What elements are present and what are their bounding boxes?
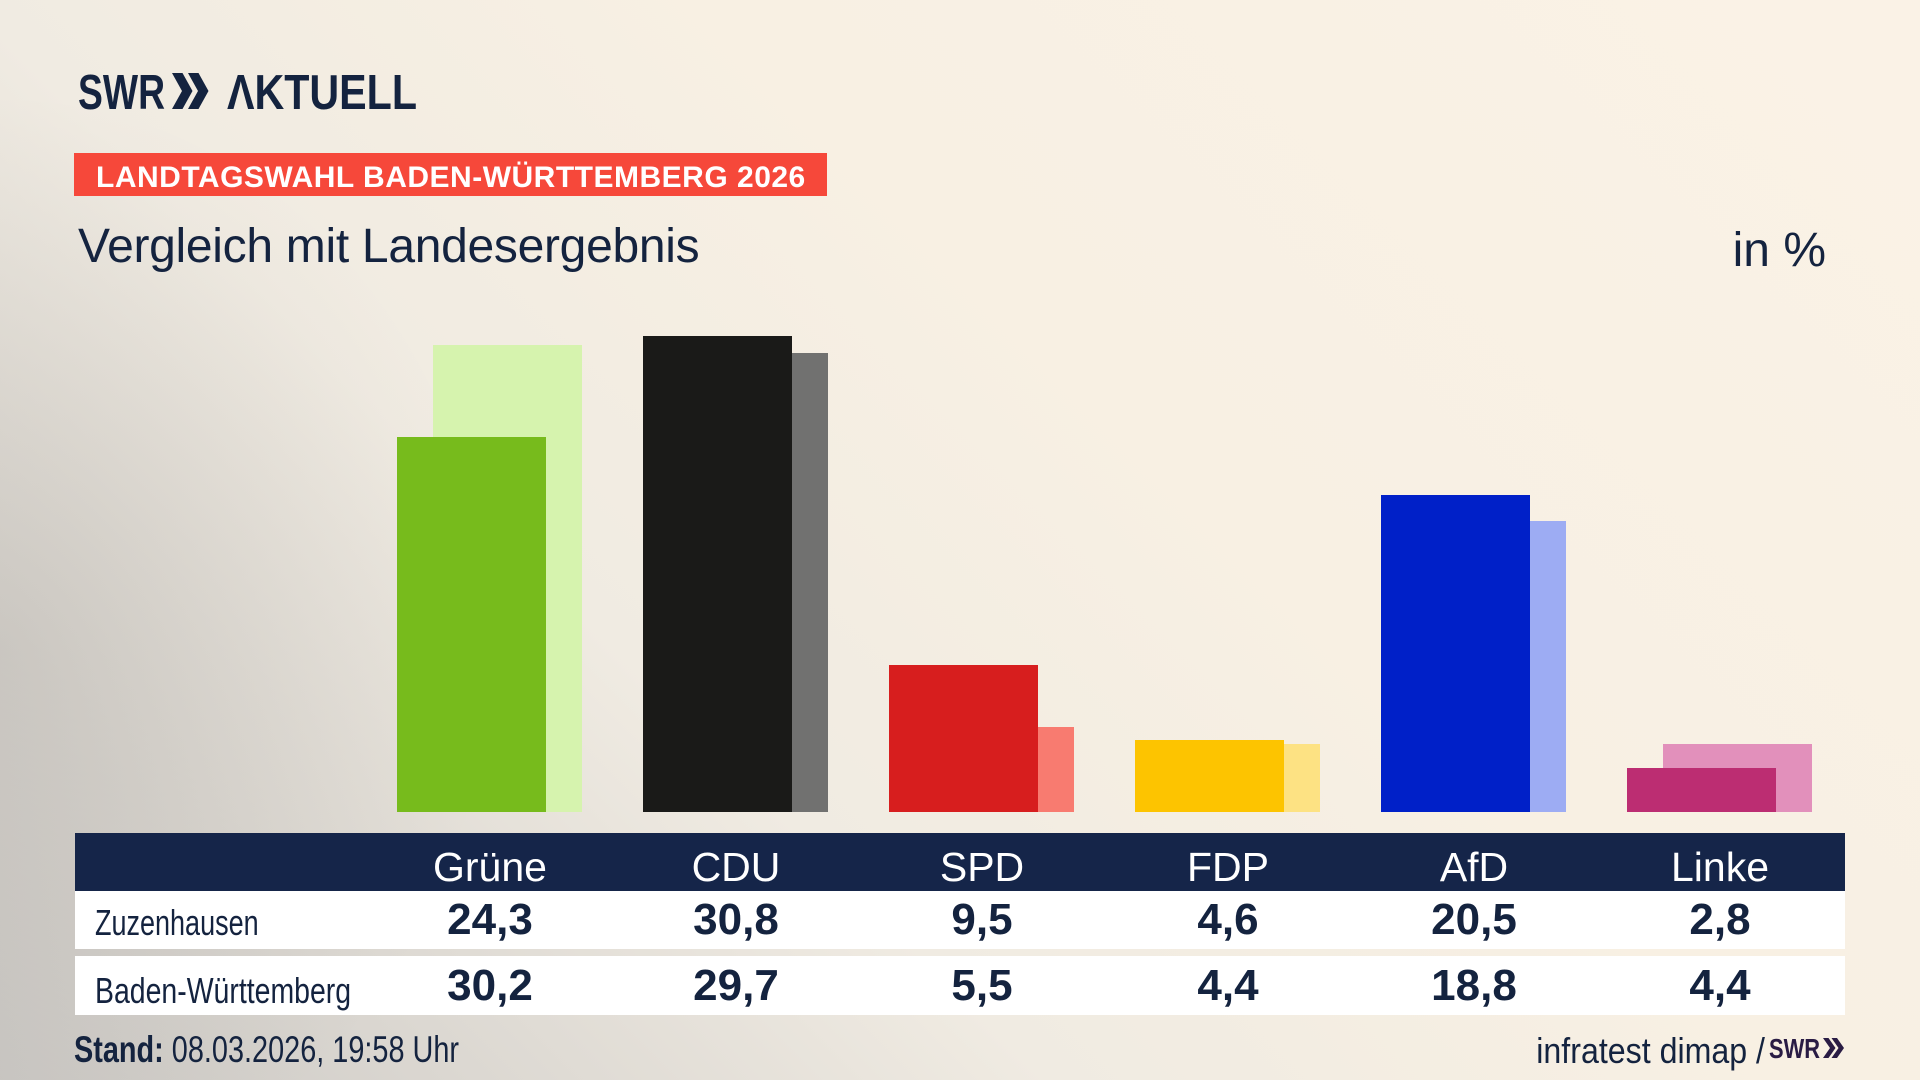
svg-text:SWR: SWR [1769,1033,1820,1063]
svg-text:SWR: SWR [78,70,165,114]
svg-text:ΛKTUELL: ΛKTUELL [227,70,417,114]
